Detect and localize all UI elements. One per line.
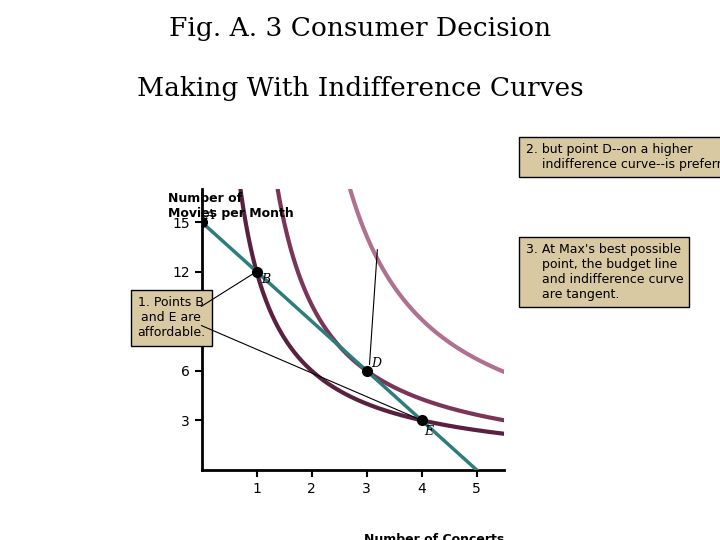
Text: E: E [424,425,433,438]
Text: Fig. A. 3 Consumer Decision: Fig. A. 3 Consumer Decision [169,16,551,41]
Text: 3. At Max's best possible
    point, the budget line
    and indifference curve
: 3. At Max's best possible point, the bud… [526,243,683,301]
Text: 1. Points B
and E are
affordable.: 1. Points B and E are affordable. [138,296,205,339]
Text: 2. but point D--on a higher
    indifference curve--is preferred.: 2. but point D--on a higher indifference… [526,143,720,171]
Text: Making With Indifference Curves: Making With Indifference Curves [137,76,583,100]
Text: D: D [371,357,381,370]
Text: Number of Concerts
per Month: Number of Concerts per Month [364,532,504,540]
Text: B: B [261,273,270,286]
Text: A: A [206,209,215,222]
Text: Number of
Movies per Month: Number of Movies per Month [168,192,293,220]
